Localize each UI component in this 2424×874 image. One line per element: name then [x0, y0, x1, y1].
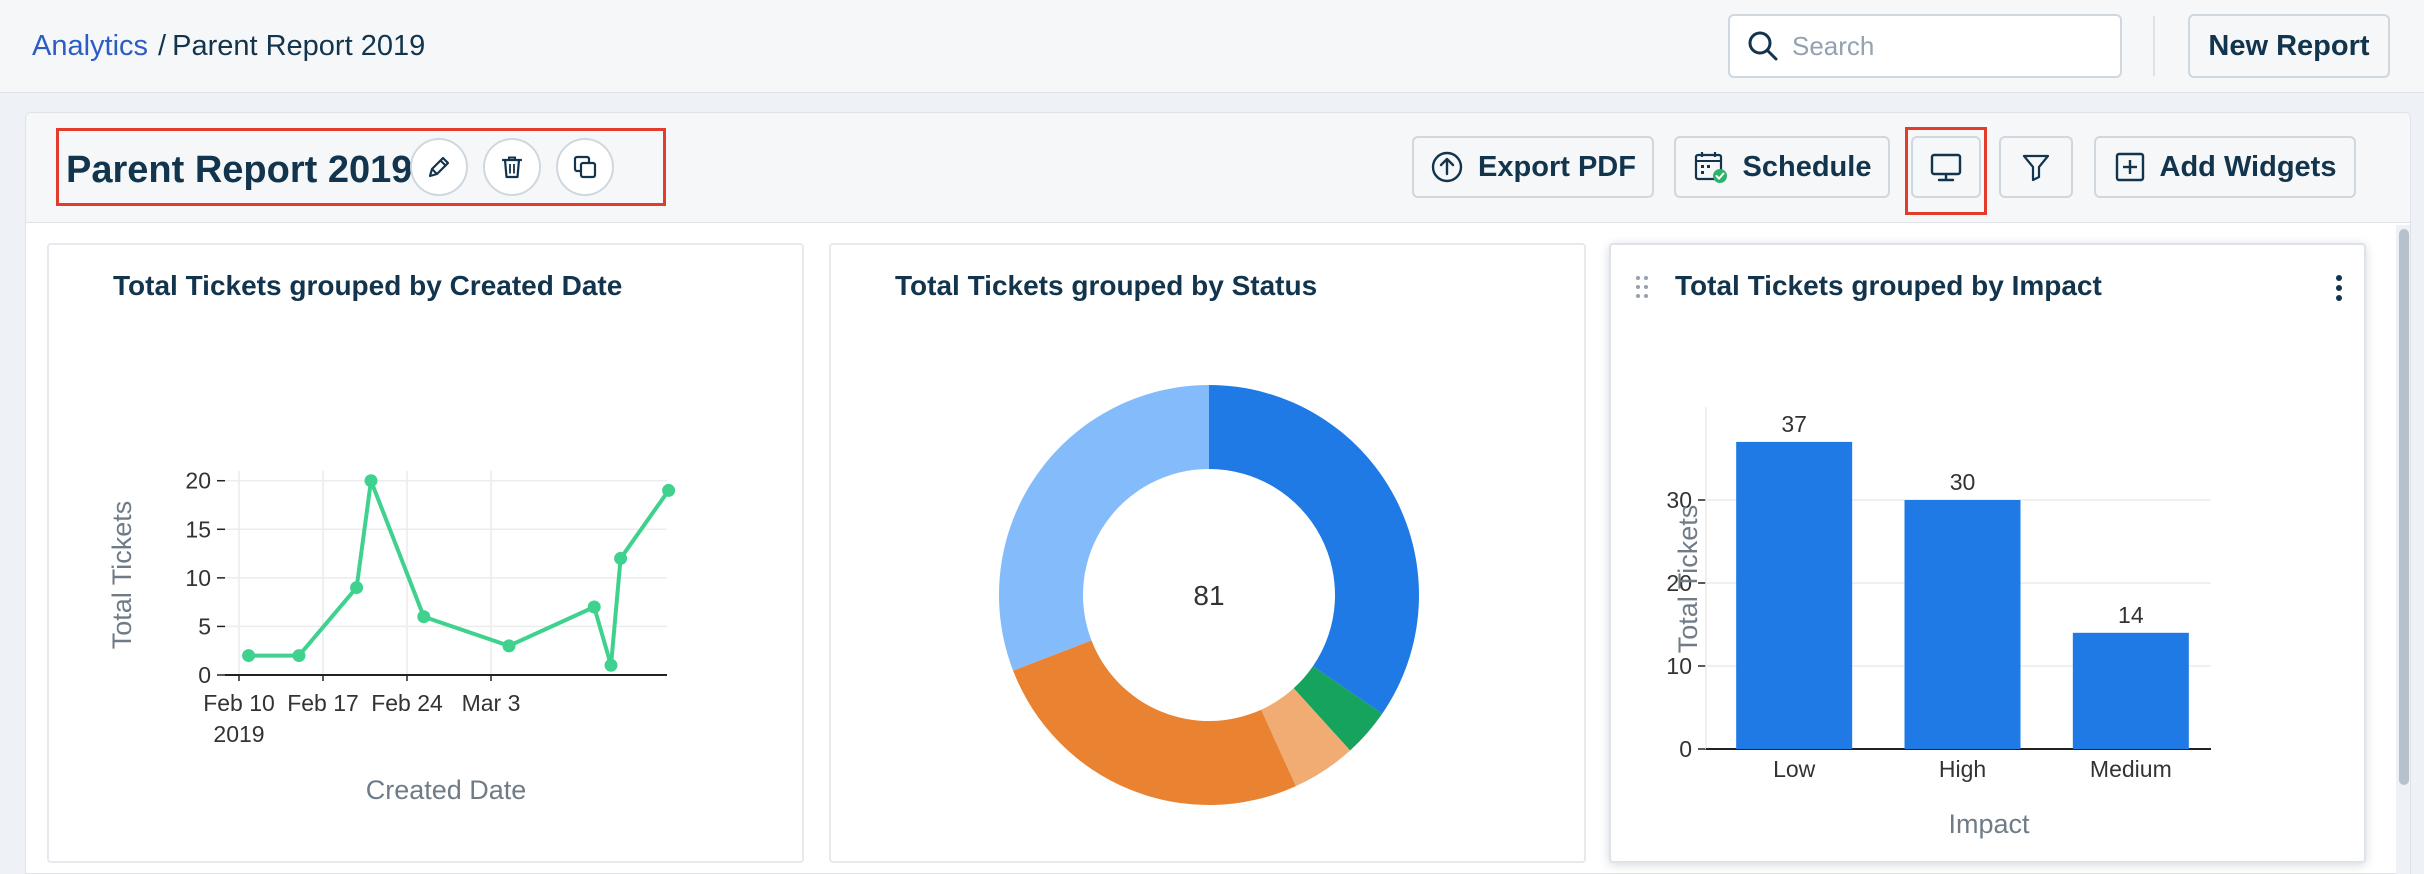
breadcrumb-separator: / [158, 30, 167, 62]
widget-title: Total Tickets grouped by Impact [1675, 270, 2102, 301]
y-tick-label: 20 [1666, 570, 1692, 596]
data-point [364, 474, 378, 488]
data-point [614, 551, 628, 565]
add-widgets-button[interactable]: Add Widgets [2094, 136, 2356, 198]
schedule-label: Schedule [1742, 150, 1872, 183]
scrollbar-thumb[interactable] [2399, 229, 2409, 785]
y-tick-label: 0 [198, 662, 211, 688]
breadcrumb-current: Parent Report 2019 [172, 30, 426, 62]
add-widgets-label: Add Widgets [2159, 150, 2337, 183]
y-tick-label: 30 [1666, 487, 1692, 513]
copy-icon [573, 155, 597, 179]
x-tick-label: Feb 17 [287, 690, 359, 716]
y-axis-title: Total Tickets [107, 501, 137, 650]
data-point [350, 581, 364, 595]
filter-icon [2022, 154, 2050, 182]
trash-icon [501, 156, 523, 179]
delete-report-button[interactable] [483, 138, 541, 196]
bar-value-label: 37 [1781, 411, 1807, 437]
x-tick-label: High [1939, 756, 1986, 782]
new-report-label: New Report [2208, 29, 2370, 62]
data-point [604, 658, 618, 672]
x-tick-label: Feb 10 [203, 690, 275, 716]
schedule-button[interactable]: Schedule [1674, 136, 1890, 198]
y-tick-label: 20 [185, 468, 211, 494]
donut-slice [1013, 640, 1296, 805]
donut-center-label: 81 [1193, 580, 1224, 611]
search-input[interactable] [1792, 30, 2112, 62]
bar [1736, 441, 1853, 749]
bar [1904, 500, 2021, 749]
series-line [248, 478, 671, 668]
top-header: Analytics /Parent Report 2019 New Report [0, 0, 2424, 93]
widget-status[interactable]: Total Tickets grouped by Status 81 [829, 243, 1586, 863]
data-point [417, 610, 431, 624]
x-axis-title: Impact [1948, 809, 2030, 839]
data-point [662, 483, 676, 497]
bar [2072, 632, 2189, 749]
donut-slice [1261, 688, 1351, 787]
x-tick-label: Feb 24 [371, 690, 443, 716]
report-toolbar: Parent Report 2019 Export PDF Schedule A [26, 113, 2410, 223]
widget-title: Total Tickets grouped by Created Date [113, 270, 623, 301]
donut-slice [1209, 385, 1419, 714]
x-axis-title: Created Date [366, 775, 527, 805]
data-point [587, 600, 601, 614]
present-highlight-box [1905, 127, 1987, 215]
bar-value-label: 30 [1950, 469, 1976, 495]
filter-button[interactable] [1999, 136, 2073, 198]
x-tick-label: Low [1773, 756, 1816, 782]
presentation-mode-button[interactable] [1911, 136, 1981, 198]
bar-chart: 0 10 20 30 37 Low 30 High 14 Medium Impact Total Ti… [1666, 407, 2211, 839]
data-point [502, 639, 516, 653]
data-point [242, 649, 256, 663]
pencil-icon [428, 156, 450, 178]
search-icon [1748, 31, 1778, 61]
monitor-icon [1930, 153, 1962, 182]
donut-slice [1293, 666, 1383, 751]
new-report-button[interactable]: New Report [2188, 14, 2390, 78]
report-panel: Parent Report 2019 Export PDF Schedule A [25, 112, 2411, 874]
donut-slice [999, 385, 1209, 671]
search-box[interactable] [1728, 14, 2122, 78]
export-pdf-button[interactable]: Export PDF [1412, 136, 1654, 198]
title-highlight-box [56, 128, 666, 206]
export-icon [1431, 151, 1463, 183]
y-tick-label: 5 [198, 613, 211, 639]
more-options-icon[interactable] [2328, 273, 2350, 303]
header-divider [2153, 16, 2155, 76]
edit-report-button[interactable] [410, 138, 468, 196]
add-box-icon [2115, 152, 2144, 182]
breadcrumb-link-analytics[interactable]: Analytics [32, 30, 149, 62]
report-title: Parent Report 2019 [66, 149, 413, 191]
line-chart: 0 5 10 15 20 Feb 10 Feb 17 Feb 24 Mar 3 2019 Creat… [107, 468, 676, 805]
y-tick-label: 10 [1666, 653, 1692, 679]
calendar-check-icon [1694, 152, 1727, 183]
widget-impact[interactable]: Total Tickets grouped by Impact 0 10 20 30 3… [1609, 243, 2366, 863]
y-tick-label: 15 [185, 516, 211, 542]
x-tick-label: Medium [2090, 756, 2172, 782]
widget-title: Total Tickets grouped by Status [895, 270, 1318, 301]
widget-created-date[interactable]: Total Tickets grouped by Created Date 0 5… [47, 243, 804, 863]
x-tick-sublabel: 2019 [213, 721, 264, 747]
y-tick-label: 0 [1679, 736, 1692, 762]
donut-chart: 81 [999, 385, 1419, 805]
y-tick-label: 10 [185, 565, 211, 591]
export-pdf-label: Export PDF [1478, 150, 1636, 183]
clone-report-button[interactable] [556, 138, 614, 196]
drag-handle-icon[interactable] [1635, 275, 1649, 299]
data-point [292, 649, 306, 663]
x-tick-label: Mar 3 [462, 690, 521, 716]
bar-value-label: 14 [2118, 602, 2144, 628]
breadcrumb: Analytics / Parent Report 2019 [32, 28, 425, 64]
y-axis-title: Total Tickets [1673, 505, 1703, 654]
